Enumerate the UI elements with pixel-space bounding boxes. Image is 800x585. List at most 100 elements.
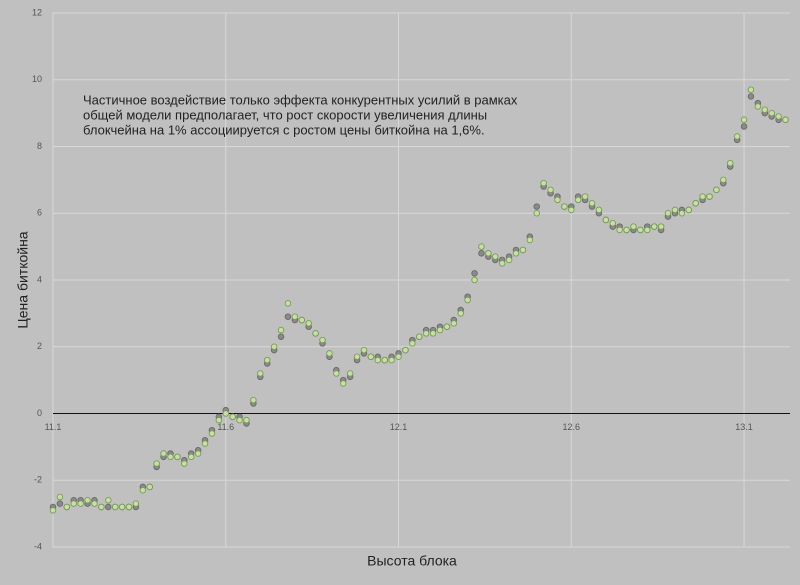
annotation: блокчейна на 1% ассоциируется с ростом ц… [83, 122, 485, 137]
scatter-point [485, 250, 492, 257]
y-tick-label: 6 [37, 208, 42, 218]
scatter-point [56, 493, 64, 501]
scatter-point [747, 86, 755, 94]
scatter-point [519, 246, 527, 254]
scatter-point [533, 203, 540, 210]
scatter-point [602, 216, 610, 224]
scatter-point [56, 500, 64, 507]
scatter-point [443, 323, 451, 330]
scatter-point [706, 193, 713, 200]
scatter-point [353, 353, 361, 361]
scatter-point [429, 330, 437, 337]
scatter-point [657, 223, 665, 230]
scatter-point [402, 346, 409, 354]
scatter-point [236, 416, 243, 424]
scatter-point [478, 250, 485, 257]
scatter-point [768, 109, 775, 117]
scatter-point [733, 133, 741, 140]
scatter-point [678, 209, 686, 217]
scatter-point [623, 226, 630, 234]
scatter-point [257, 370, 264, 377]
scatter-point [181, 460, 188, 467]
scatter-point [630, 223, 637, 230]
scatter-point [333, 370, 340, 377]
x-tick-label: 11.1 [45, 422, 62, 432]
scatter-point [754, 103, 762, 110]
scatter-point [685, 206, 693, 214]
scatter-point [70, 500, 77, 507]
scatter-point [740, 123, 748, 130]
scatter-point [91, 500, 98, 507]
scatter-point [740, 116, 748, 124]
scatter-point [167, 453, 174, 461]
x-tick-label: 12.6 [563, 422, 581, 432]
y-tick-label: 10 [32, 74, 42, 84]
scatter-point [450, 320, 458, 327]
scatter-point [533, 209, 540, 217]
scatter-point [132, 500, 140, 507]
scatter-point [160, 450, 167, 457]
y-tick-label: 2 [37, 341, 42, 351]
scatter-point [726, 159, 734, 167]
scatter-point [243, 416, 250, 424]
scatter-point [540, 179, 547, 187]
scatter-point [554, 196, 561, 204]
scatter-point [561, 203, 568, 210]
scatter-point [263, 356, 271, 364]
scatter-point [146, 483, 153, 491]
scatter-point [277, 326, 285, 334]
scatter-point [699, 193, 706, 200]
scatter-point [409, 340, 416, 347]
scatter-point [761, 106, 769, 114]
scatter-point [526, 236, 534, 244]
y-axis-label: Цена биткойна [15, 231, 31, 328]
scatter-point [471, 276, 478, 284]
annotation: общей модели предполагает, что рост скор… [83, 107, 487, 122]
scatter-point [174, 453, 181, 461]
y-tick-label: 8 [37, 141, 42, 151]
scatter-point [84, 497, 91, 504]
scatter-point [208, 430, 216, 437]
scatter-point [298, 316, 306, 324]
scatter-point [581, 193, 589, 200]
x-tick-label: 13.1 [735, 422, 753, 432]
scatter-point [339, 380, 347, 387]
scatter-point [512, 250, 520, 257]
scatter-point [547, 186, 554, 194]
scatter-point [312, 330, 319, 337]
scatter-point [664, 209, 672, 217]
scatter-point [422, 330, 430, 337]
scatter-point [588, 199, 596, 207]
x-tick-label: 11.6 [217, 422, 234, 432]
scatter-point [416, 333, 423, 340]
scatter-point [201, 440, 209, 447]
scatter-point [187, 453, 195, 461]
scatter-point [215, 416, 223, 424]
scatter-point [436, 326, 444, 334]
scatter-point [637, 226, 644, 234]
scatter-point [644, 226, 651, 234]
scatter-point [720, 176, 727, 184]
scatter-point [492, 253, 499, 260]
scatter-point [747, 93, 755, 100]
scatter-point [782, 116, 789, 124]
scatter-point [498, 260, 506, 267]
scatter-point [305, 320, 312, 327]
y-tick-label: -2 [34, 475, 42, 485]
scatter-point [139, 487, 147, 494]
scatter-point [609, 220, 616, 227]
scatter-point [250, 396, 257, 404]
scatter-point [346, 370, 354, 377]
x-axis-label: Высота блока [367, 553, 457, 569]
scatter-point [505, 256, 513, 264]
scatter-point [388, 356, 395, 364]
scatter-point [367, 353, 375, 361]
scatter-point [125, 503, 133, 511]
scatter-point [118, 503, 126, 511]
scatter-point [381, 356, 388, 364]
scatter-point [49, 507, 57, 514]
scatter-point [222, 410, 230, 417]
scatter-point [194, 450, 202, 457]
scatter-point [77, 500, 84, 507]
